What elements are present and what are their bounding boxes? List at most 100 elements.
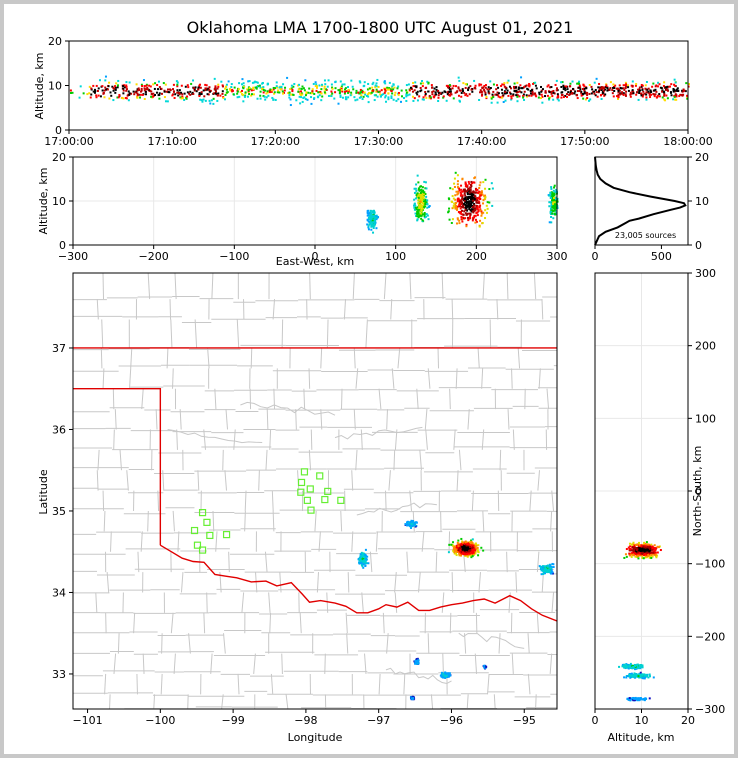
source-point: [501, 83, 504, 86]
source-point: [645, 553, 648, 556]
county-line: [340, 388, 343, 410]
source-point: [597, 86, 600, 89]
source-point: [550, 565, 553, 568]
source-point: [469, 554, 472, 557]
source-point: [188, 92, 191, 95]
source-point: [422, 98, 425, 101]
source-point: [221, 92, 224, 95]
source-point: [391, 92, 394, 95]
source-point: [158, 92, 161, 95]
source-point: [375, 218, 378, 221]
source-point: [281, 90, 284, 93]
source-point: [333, 97, 336, 100]
county-line: [346, 633, 349, 654]
source-point: [158, 94, 161, 97]
source-point: [647, 91, 650, 94]
county-line: [269, 429, 272, 450]
source-point: [653, 547, 656, 550]
source-point: [240, 93, 243, 96]
source-point: [417, 203, 420, 206]
source-point: [426, 202, 429, 205]
source-point: [163, 90, 166, 93]
source-point: [416, 218, 419, 221]
north-south-label: North-South, km: [691, 446, 704, 537]
source-point: [197, 88, 200, 91]
county-line: [320, 347, 323, 369]
source-point: [470, 540, 473, 543]
source-point: [392, 88, 395, 91]
source-point: [384, 94, 387, 97]
source-point: [418, 207, 421, 210]
source-point: [149, 85, 152, 88]
source-point: [627, 86, 630, 89]
source-point: [462, 213, 465, 216]
longitude-axis-tick-label: −100: [145, 714, 175, 727]
source-point: [534, 92, 537, 95]
source-point: [139, 90, 142, 93]
source-point: [482, 199, 485, 202]
source-point: [472, 544, 475, 547]
source-point: [418, 208, 421, 211]
source-point: [297, 88, 300, 91]
north-south-axis-tick-label: −200: [695, 630, 725, 643]
source-point: [448, 673, 451, 676]
source-point: [569, 93, 572, 96]
figure-canvas: Oklahoma LMA 1700-1800 UTC August 01, 20…: [4, 4, 734, 754]
source-point: [362, 566, 365, 569]
county-line: [309, 273, 311, 300]
county-line: [562, 470, 564, 490]
county-line: [236, 319, 240, 349]
source-point: [314, 85, 317, 88]
source-point: [225, 91, 228, 94]
source-point: [464, 181, 467, 184]
source-point: [97, 94, 100, 97]
source-point: [373, 94, 376, 97]
source-point: [478, 190, 481, 193]
source-point: [585, 98, 588, 101]
source-point: [358, 96, 361, 99]
source-point: [686, 96, 689, 99]
source-point: [107, 85, 110, 88]
source-point: [555, 79, 558, 82]
source-point: [408, 93, 411, 96]
source-point: [638, 698, 641, 701]
source-point: [375, 90, 378, 93]
source-point: [603, 89, 606, 92]
source-point: [273, 91, 276, 94]
source-point: [477, 554, 480, 557]
source-point: [369, 213, 372, 216]
source-point: [467, 188, 470, 191]
source-point: [472, 190, 475, 193]
source-point: [438, 92, 441, 95]
source-point: [463, 192, 466, 195]
county-line: [449, 388, 451, 410]
source-point: [207, 93, 210, 96]
source-point: [186, 84, 189, 87]
source-point: [183, 92, 186, 95]
source-point: [551, 206, 554, 209]
source-point: [534, 94, 537, 97]
source-point: [424, 193, 427, 196]
source-point: [656, 94, 659, 97]
source-point: [190, 82, 193, 85]
source-point: [554, 213, 557, 216]
source-point: [634, 547, 637, 550]
source-point: [470, 194, 473, 197]
county-line: [537, 470, 541, 491]
source-point: [447, 90, 450, 93]
county-line: [214, 388, 217, 410]
source-point: [219, 94, 222, 97]
source-point: [469, 546, 472, 549]
source-point: [122, 97, 125, 100]
source-point: [651, 545, 654, 548]
source-point: [471, 195, 474, 198]
source-point: [642, 90, 645, 93]
source-point: [670, 83, 673, 86]
county-line: [515, 572, 518, 593]
source-point: [122, 87, 125, 90]
source-point: [630, 92, 633, 95]
source-point: [212, 92, 215, 95]
source-point: [375, 82, 378, 85]
source-point: [604, 88, 607, 91]
source-point: [541, 565, 544, 568]
